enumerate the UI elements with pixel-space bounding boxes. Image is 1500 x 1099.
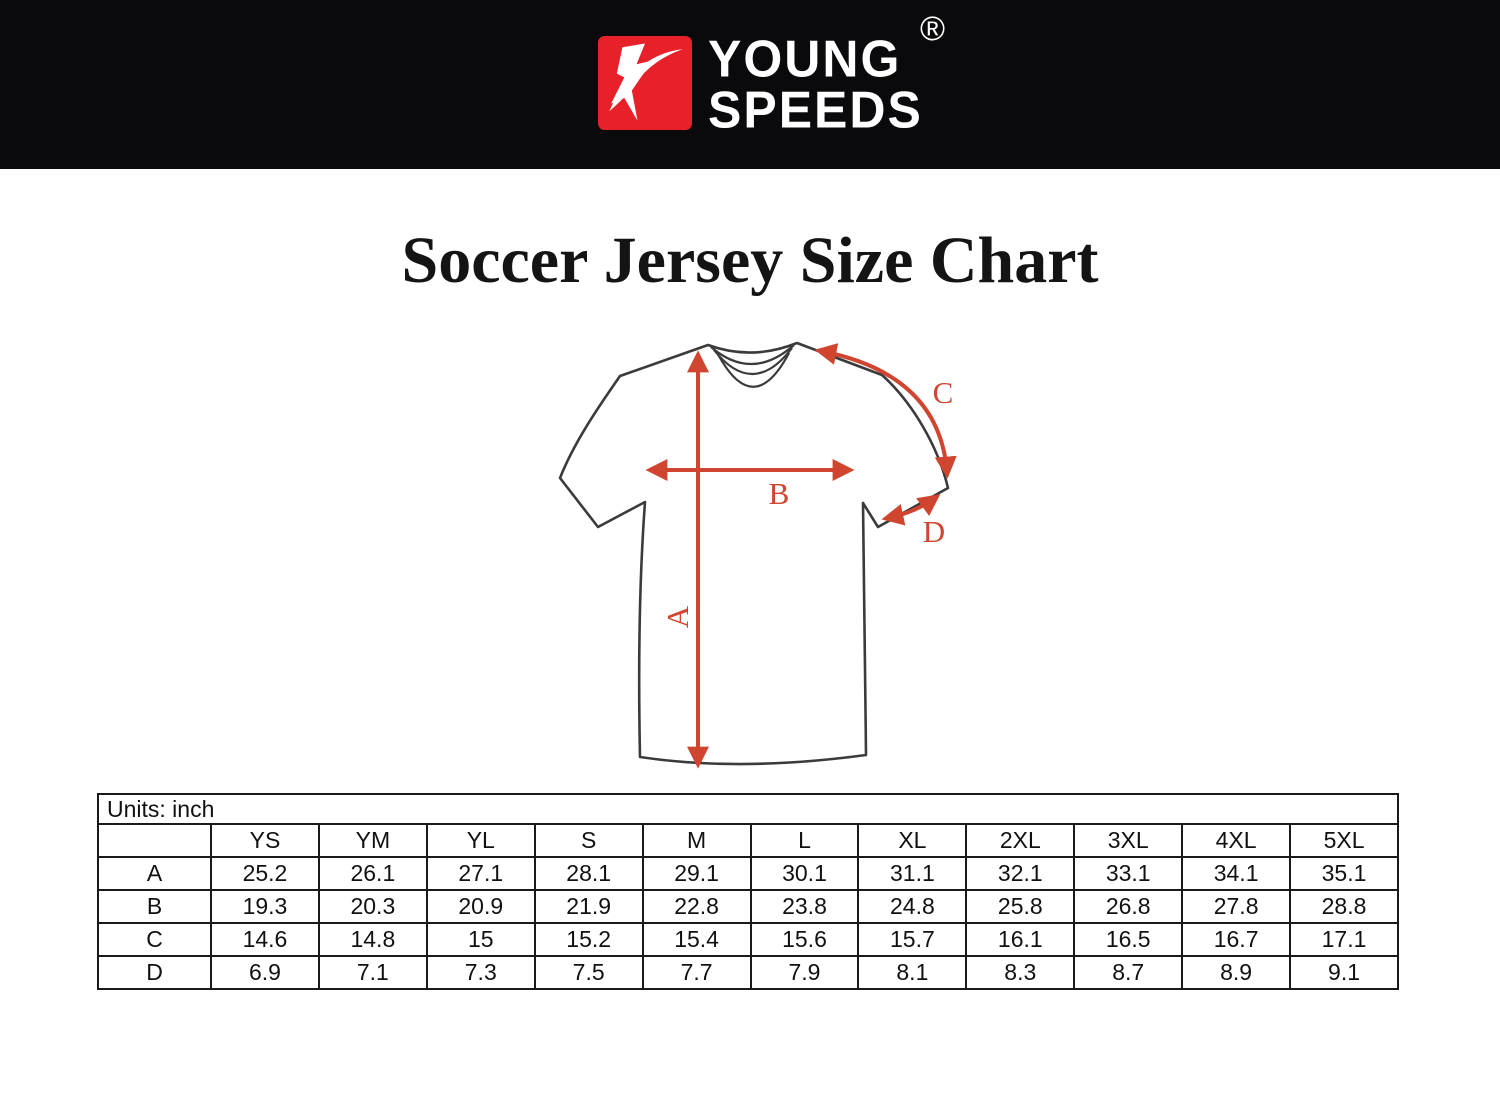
size-value-cell: 34.1 bbox=[1181, 856, 1292, 891]
size-value-cell: 9.1 bbox=[1289, 955, 1399, 990]
size-value-cell: 14.6 bbox=[210, 922, 320, 957]
header-bar: YOUNG SPEEDS ® bbox=[0, 0, 1500, 169]
size-value-cell: 20.9 bbox=[425, 889, 536, 924]
size-col-header: M bbox=[641, 823, 752, 858]
row-label: A bbox=[97, 856, 212, 891]
size-value-cell: 7.5 bbox=[533, 955, 644, 990]
size-value-cell: 28.8 bbox=[1289, 889, 1399, 924]
collar-seam-line bbox=[718, 352, 790, 388]
shirt-diagram-svg: A B C D bbox=[558, 341, 957, 769]
collar-seam-line bbox=[713, 347, 793, 375]
units-label: Units: inch bbox=[97, 793, 1399, 825]
size-value-cell: 6.9 bbox=[210, 955, 320, 990]
brand-word-speeds: SPEEDS bbox=[708, 80, 923, 139]
measure-arrow-d-sleeve-opening bbox=[881, 494, 941, 526]
size-table: Units: inch YS YM YL S M L XL 2XL 3XL 4X… bbox=[97, 793, 1399, 990]
size-col-header: 3XL bbox=[1073, 823, 1184, 858]
size-col-header: S bbox=[533, 823, 644, 858]
brand-logo: YOUNG SPEEDS ® bbox=[598, 12, 945, 136]
shirt-outline bbox=[558, 341, 950, 766]
size-value-cell: 27.8 bbox=[1181, 889, 1292, 924]
size-value-cell: 20.3 bbox=[317, 889, 428, 924]
brand-y-swoosh-icon bbox=[598, 36, 692, 130]
measure-row-a: A 25.2 26.1 27.1 28.1 29.1 30.1 31.1 32.… bbox=[97, 856, 1399, 891]
size-value-cell: 25.2 bbox=[210, 856, 320, 891]
size-value-cell: 23.8 bbox=[749, 889, 860, 924]
size-value-cell: 8.1 bbox=[857, 955, 968, 990]
size-value-cell: 28.1 bbox=[533, 856, 644, 891]
collar-seam-line bbox=[710, 344, 795, 366]
size-value-cell: 15.4 bbox=[641, 922, 752, 957]
size-value-cell: 31.1 bbox=[857, 856, 968, 891]
size-col-header: 5XL bbox=[1289, 823, 1399, 858]
size-col-header: L bbox=[749, 823, 860, 858]
size-value-cell: 8.9 bbox=[1181, 955, 1292, 990]
size-value-cell: 7.1 bbox=[317, 955, 428, 990]
size-value-cell: 7.7 bbox=[641, 955, 752, 990]
size-col-header: XL bbox=[857, 823, 968, 858]
units-row: Units: inch bbox=[97, 793, 1399, 825]
size-value-cell: 25.8 bbox=[965, 889, 1076, 924]
size-value-cell: 24.8 bbox=[857, 889, 968, 924]
size-value-cell: 21.9 bbox=[533, 889, 644, 924]
size-col-header: 2XL bbox=[965, 823, 1076, 858]
registered-trademark-symbol: ® bbox=[920, 10, 946, 48]
size-value-cell: 33.1 bbox=[1073, 856, 1184, 891]
size-value-cell: 8.7 bbox=[1073, 955, 1184, 990]
size-value-cell: 16.7 bbox=[1181, 922, 1292, 957]
measure-row-b: B 19.3 20.3 20.9 21.9 22.8 23.8 24.8 25.… bbox=[97, 889, 1399, 924]
size-header-row: YS YM YL S M L XL 2XL 3XL 4XL 5XL bbox=[97, 823, 1399, 858]
measure-label-b: B bbox=[769, 476, 790, 511]
size-value-cell: 19.3 bbox=[210, 889, 320, 924]
size-value-cell: 29.1 bbox=[641, 856, 752, 891]
size-value-cell: 26.8 bbox=[1073, 889, 1184, 924]
size-value-cell: 7.9 bbox=[749, 955, 860, 990]
measure-label-a: A bbox=[660, 605, 695, 628]
measure-label-d: D bbox=[923, 514, 945, 549]
size-value-cell: 15.2 bbox=[533, 922, 644, 957]
measure-row-d: D 6.9 7.1 7.3 7.5 7.7 7.9 8.1 8.3 8.7 8.… bbox=[97, 955, 1399, 990]
measure-row-c: C 14.6 14.8 15 15.2 15.4 15.6 15.7 16.1 … bbox=[97, 922, 1399, 957]
measure-label-c: C bbox=[933, 375, 954, 410]
page-title: Soccer Jersey Size Chart bbox=[401, 224, 1099, 297]
size-col-header: YL bbox=[425, 823, 536, 858]
size-value-cell: 8.3 bbox=[965, 955, 1076, 990]
size-value-cell: 17.1 bbox=[1289, 922, 1399, 957]
size-col-header: YM bbox=[317, 823, 428, 858]
brand-wordmark: YOUNG SPEEDS bbox=[708, 29, 923, 139]
shirt-measurement-diagram: A B C D bbox=[540, 330, 980, 800]
row-label: B bbox=[97, 889, 212, 924]
size-value-cell: 16.5 bbox=[1073, 922, 1184, 957]
size-value-cell: 22.8 bbox=[641, 889, 752, 924]
size-value-cell: 15.7 bbox=[857, 922, 968, 957]
size-value-cell: 15.6 bbox=[749, 922, 860, 957]
row-label: C bbox=[97, 922, 212, 957]
size-value-cell: 35.1 bbox=[1289, 856, 1399, 891]
size-value-cell: 7.3 bbox=[425, 955, 536, 990]
row-label: D bbox=[97, 955, 212, 990]
size-col-header: YS bbox=[210, 823, 320, 858]
size-value-cell: 16.1 bbox=[965, 922, 1076, 957]
measure-arrow-c-shoulder-sleeve bbox=[814, 343, 957, 479]
corner-empty-cell bbox=[97, 823, 212, 858]
size-value-cell: 32.1 bbox=[965, 856, 1076, 891]
size-value-cell: 14.8 bbox=[317, 922, 428, 957]
size-value-cell: 15 bbox=[425, 922, 536, 957]
brand-word-young: YOUNG bbox=[708, 29, 902, 88]
size-col-header: 4XL bbox=[1181, 823, 1292, 858]
size-value-cell: 26.1 bbox=[317, 856, 428, 891]
size-value-cell: 30.1 bbox=[749, 856, 860, 891]
size-value-cell: 27.1 bbox=[425, 856, 536, 891]
